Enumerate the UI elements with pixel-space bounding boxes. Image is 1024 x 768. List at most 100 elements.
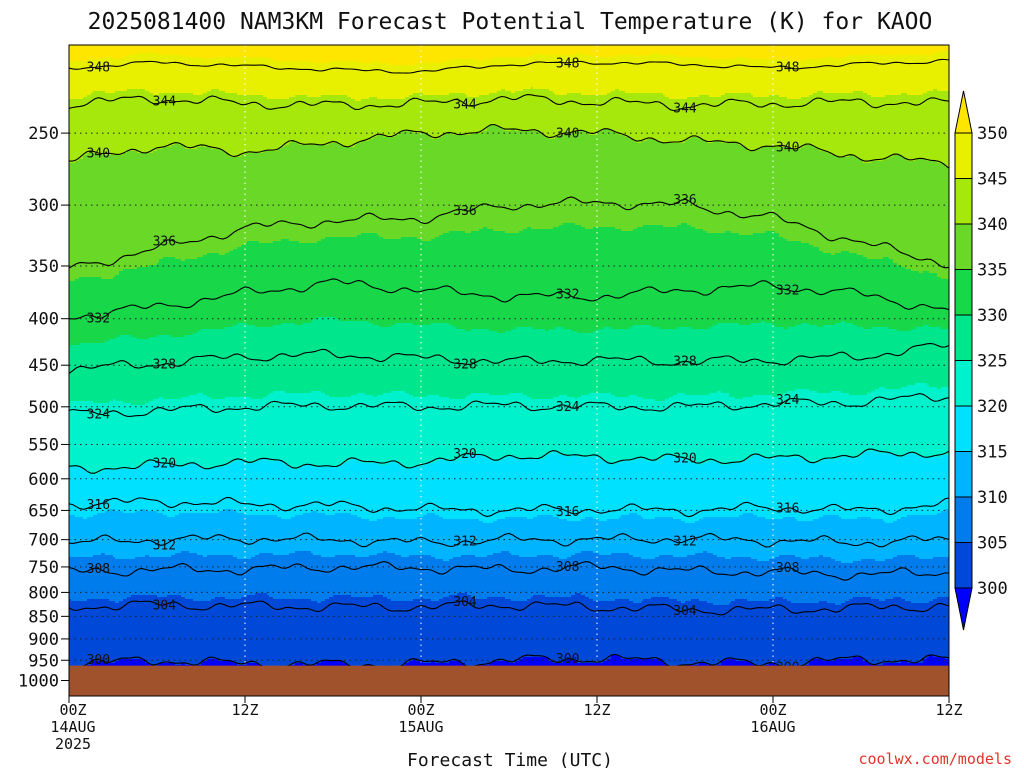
fill-cell	[199, 601, 202, 666]
fill-cell	[363, 141, 366, 234]
fill-cell	[573, 133, 576, 224]
fill-cell	[675, 55, 678, 100]
fill-cell	[433, 557, 436, 602]
fill-cell	[293, 553, 296, 600]
fill-cell	[499, 127, 502, 232]
fill-cell	[177, 55, 180, 94]
fill-cell	[105, 279, 108, 342]
fill-cell	[567, 557, 570, 598]
fill-cell	[557, 597, 560, 664]
fill-cell	[885, 327, 888, 390]
fill-cell	[191, 259, 194, 336]
fill-cell	[89, 153, 92, 278]
fill-cell	[263, 397, 266, 460]
fill-cell	[187, 45, 190, 58]
fill-cell	[357, 235, 360, 322]
fill-cell	[449, 59, 452, 94]
fill-cell	[229, 157, 232, 252]
fill-cell	[839, 253, 842, 324]
fill-cell	[773, 459, 776, 520]
fill-cell	[221, 467, 224, 512]
fill-cell	[709, 143, 712, 234]
fill-cell	[455, 519, 458, 558]
fill-cell	[337, 45, 340, 62]
fill-cell	[735, 233, 738, 324]
fill-cell	[553, 45, 556, 56]
fill-cell	[77, 45, 80, 62]
fill-cell	[563, 223, 566, 330]
fill-cell	[653, 559, 656, 598]
fill-cell	[759, 517, 762, 562]
fill-cell	[859, 55, 862, 92]
fill-cell	[647, 325, 650, 400]
fill-cell	[377, 325, 380, 396]
fill-cell	[251, 595, 254, 664]
fill-cell	[639, 143, 642, 228]
fill-cell	[185, 335, 188, 398]
fill-cell	[299, 393, 302, 468]
fill-cell	[403, 519, 406, 558]
fill-cell	[751, 397, 754, 458]
fill-cell	[237, 57, 240, 96]
fill-cell	[453, 399, 456, 462]
fill-cell	[809, 245, 812, 326]
fill-cell	[867, 45, 870, 56]
fill-cell	[445, 95, 448, 134]
fill-cell	[163, 45, 166, 56]
fill-cell	[753, 97, 756, 152]
fill-cell	[643, 45, 646, 56]
fill-cell	[623, 91, 626, 136]
fill-cell	[625, 329, 628, 398]
fill-cell	[227, 45, 230, 58]
fill-cell	[293, 61, 296, 98]
fill-cell	[357, 45, 360, 62]
fill-cell	[757, 45, 760, 60]
fill-cell	[209, 45, 212, 60]
fill-cell	[477, 97, 480, 134]
fill-cell	[591, 333, 594, 394]
fill-cell	[651, 399, 654, 462]
fill-cell	[445, 597, 448, 664]
fill-cell	[661, 459, 664, 518]
fill-cell	[719, 463, 722, 518]
fill-cell	[223, 597, 226, 662]
fill-cell	[233, 461, 236, 512]
fill-cell	[253, 45, 256, 58]
fill-cell	[763, 395, 766, 458]
fill-cell	[99, 343, 102, 404]
fill-cell	[895, 455, 898, 522]
fill-cell	[199, 95, 202, 148]
fill-cell	[511, 45, 514, 58]
fill-cell	[619, 135, 622, 230]
fill-cell	[601, 329, 604, 394]
fill-cell	[883, 561, 886, 602]
fill-cell	[565, 95, 568, 136]
fill-cell	[163, 257, 166, 336]
fill-cell	[327, 317, 330, 396]
fill-cell	[705, 329, 708, 396]
fill-cell	[747, 459, 750, 514]
fill-cell	[695, 229, 698, 330]
fill-cell	[223, 329, 226, 400]
fill-cell	[253, 515, 256, 558]
fill-cell	[615, 133, 618, 230]
fill-cell	[863, 329, 866, 396]
fill-cell	[691, 45, 694, 58]
fill-cell	[313, 45, 316, 64]
fill-cell	[845, 157, 848, 252]
fill-cell	[867, 559, 870, 598]
fill-cell	[745, 557, 748, 600]
fill-cell	[807, 323, 810, 390]
fill-cell	[193, 513, 196, 554]
fill-cell	[697, 329, 700, 396]
fill-cell	[387, 327, 390, 394]
fill-cell	[137, 595, 140, 660]
fill-cell	[427, 45, 430, 64]
fill-cell	[525, 327, 528, 396]
fill-cell	[567, 457, 570, 522]
fill-cell	[303, 551, 306, 600]
fill-cell	[269, 45, 272, 60]
fill-cell	[161, 45, 164, 56]
fill-cell	[897, 95, 900, 156]
